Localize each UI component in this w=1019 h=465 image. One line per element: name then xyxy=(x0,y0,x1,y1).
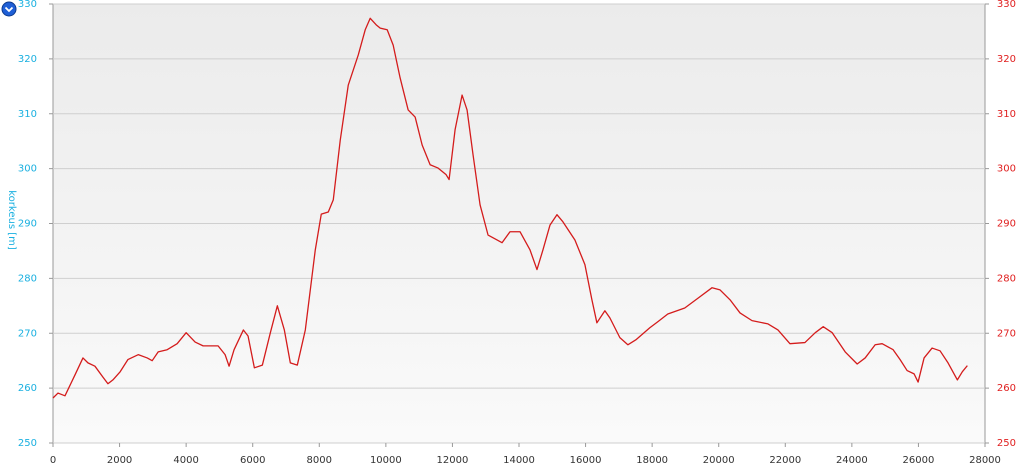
line-series xyxy=(52,17,968,399)
y-tick-label: 310 xyxy=(18,109,37,120)
y-tick-label: 290 xyxy=(18,219,37,230)
menu-button[interactable] xyxy=(1,1,17,17)
y2-tick-label: 290 xyxy=(997,219,1016,230)
y-tick-label: 270 xyxy=(18,328,37,339)
y-axis-label: korkeus [m] xyxy=(6,190,17,250)
y-tick-label: 250 xyxy=(18,438,37,449)
x-tick-label: 4000 xyxy=(173,455,198,465)
y2-tick-label: 270 xyxy=(997,328,1016,339)
y-tick-label: 260 xyxy=(18,383,37,394)
y2-tick-label: 250 xyxy=(997,438,1016,449)
x-tick-label: 28000 xyxy=(969,455,1001,465)
x-tick-label: 0 xyxy=(50,455,56,465)
y2-tick-label: 320 xyxy=(997,54,1016,65)
y-tick-label: 320 xyxy=(18,54,37,65)
x-tick-label: 18000 xyxy=(636,455,668,465)
x-tick-label: 26000 xyxy=(903,455,935,465)
y2-tick-label: 260 xyxy=(997,383,1016,394)
x-tick-label: 24000 xyxy=(836,455,868,465)
x-tick-label: 2000 xyxy=(107,455,132,465)
x-tick-label: 22000 xyxy=(769,455,801,465)
x-tick-label: 20000 xyxy=(703,455,735,465)
y-tick-label: 330 xyxy=(18,0,37,10)
x-tick-label: 10000 xyxy=(370,455,402,465)
y2-tick-label: 280 xyxy=(997,273,1016,284)
x-tick-label: 8000 xyxy=(307,455,332,465)
x-tick-label: 14000 xyxy=(503,455,535,465)
y-tick-label: 280 xyxy=(18,273,37,284)
x-tick-label: 6000 xyxy=(240,455,265,465)
x-tick-label: 12000 xyxy=(437,455,469,465)
y2-tick-label: 310 xyxy=(997,109,1016,120)
y2-tick-label: 330 xyxy=(997,0,1016,10)
menu-icon xyxy=(4,6,14,13)
y-tick-label: 300 xyxy=(18,164,37,175)
x-tick-label: 16000 xyxy=(570,455,602,465)
y2-tick-label: 300 xyxy=(997,164,1016,175)
